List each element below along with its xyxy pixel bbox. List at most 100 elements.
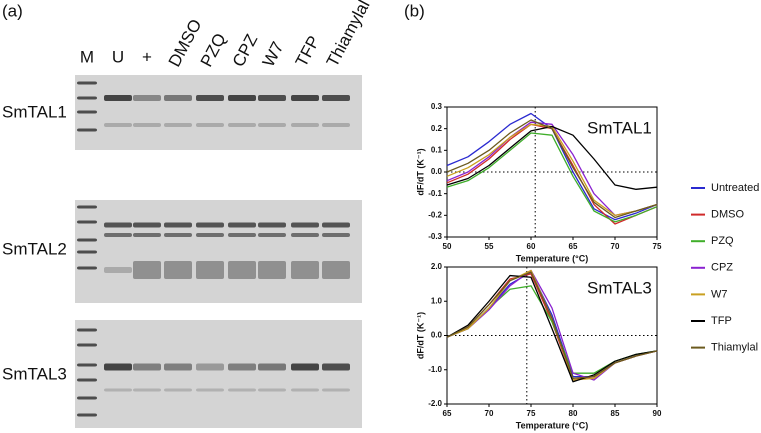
band <box>133 363 161 371</box>
band <box>133 222 161 228</box>
gel-images <box>75 75 362 428</box>
band <box>104 363 132 371</box>
legend-label: TFP <box>711 315 732 327</box>
band <box>104 123 132 127</box>
band <box>196 123 224 127</box>
band <box>228 388 256 392</box>
y-tick-label: 1.0 <box>431 296 443 305</box>
x-tick-label: 60 <box>527 242 536 251</box>
band <box>104 222 132 228</box>
x-tick-label: 65 <box>443 409 452 418</box>
lane-label: CPZ <box>229 31 262 70</box>
band <box>164 123 192 127</box>
x-tick-label: 80 <box>569 409 578 418</box>
band <box>133 388 161 392</box>
band <box>291 363 319 371</box>
y-tick-label: 0.3 <box>431 102 443 111</box>
x-tick-label: 70 <box>611 242 620 251</box>
band <box>104 233 132 237</box>
lane-label: U <box>112 47 124 66</box>
legend-label: W7 <box>711 288 728 300</box>
band <box>291 95 319 101</box>
y-tick-label: 0.0 <box>431 167 443 176</box>
band <box>133 95 161 101</box>
band <box>164 95 192 101</box>
y-tick-label: -0.3 <box>428 232 442 241</box>
series-line <box>446 271 658 379</box>
band <box>228 261 256 279</box>
lane-label: TFP <box>292 33 324 70</box>
y-tick-label: -0.2 <box>428 210 442 219</box>
row-label: SmTAL1 <box>2 102 67 121</box>
band <box>322 123 350 127</box>
lane-label: + <box>142 47 152 66</box>
band <box>77 250 97 254</box>
band <box>104 267 132 273</box>
y-tick-label: 0.1 <box>431 145 443 154</box>
band <box>164 261 192 279</box>
band <box>196 222 224 228</box>
gel <box>75 200 362 303</box>
band <box>133 123 161 127</box>
series-line <box>446 274 658 383</box>
x-tick-label: 75 <box>527 409 536 418</box>
series-line <box>446 119 658 219</box>
band <box>77 238 97 242</box>
x-tick-label: 75 <box>653 242 662 251</box>
band <box>196 363 224 371</box>
series-line <box>446 125 658 190</box>
legend-label: CPZ <box>711 262 733 274</box>
legend-label: DMSO <box>711 209 744 221</box>
band <box>104 95 132 101</box>
row-label: SmTAL3 <box>2 364 67 383</box>
band <box>228 123 256 127</box>
y-tick-label: -2.0 <box>428 399 442 408</box>
x-axis-label: Temperature (°C) <box>516 253 588 263</box>
band <box>228 233 256 237</box>
band <box>258 123 286 127</box>
x-tick-label: 90 <box>653 409 662 418</box>
band <box>322 222 350 228</box>
band <box>133 261 161 279</box>
band <box>164 233 192 237</box>
lane-label: Thiamylal <box>323 0 374 70</box>
band <box>77 396 97 400</box>
band <box>196 261 224 279</box>
band <box>258 388 286 392</box>
band <box>258 95 286 101</box>
chart-title: SmTAL1 <box>587 118 652 137</box>
band <box>77 266 97 270</box>
y-tick-label: -0.1 <box>428 189 442 198</box>
legend-label: Thiamylal <box>711 342 758 354</box>
band <box>228 363 256 371</box>
band <box>196 233 224 237</box>
y-tick-label: -1.0 <box>428 365 442 374</box>
band <box>291 222 319 228</box>
band <box>104 388 132 392</box>
band <box>258 363 286 371</box>
band <box>291 233 319 237</box>
band <box>258 222 286 228</box>
band <box>77 378 97 382</box>
band <box>133 233 161 237</box>
band <box>258 233 286 237</box>
y-axis-label: dF/dT (K⁻¹) <box>415 148 425 195</box>
x-tick-label: 50 <box>443 242 452 251</box>
band <box>228 95 256 101</box>
band <box>196 388 224 392</box>
y-tick-label: 2.0 <box>431 262 443 271</box>
lane-label: M <box>80 47 94 66</box>
band <box>164 363 192 371</box>
band <box>322 95 350 101</box>
x-tick-label: 55 <box>485 242 494 251</box>
band <box>77 128 97 132</box>
row-label: SmTAL2 <box>2 239 67 258</box>
band <box>228 222 256 228</box>
band <box>77 220 97 224</box>
band <box>322 363 350 371</box>
band <box>77 205 97 209</box>
lane-label: PZQ <box>197 30 230 70</box>
band <box>196 95 224 101</box>
band <box>164 388 192 392</box>
